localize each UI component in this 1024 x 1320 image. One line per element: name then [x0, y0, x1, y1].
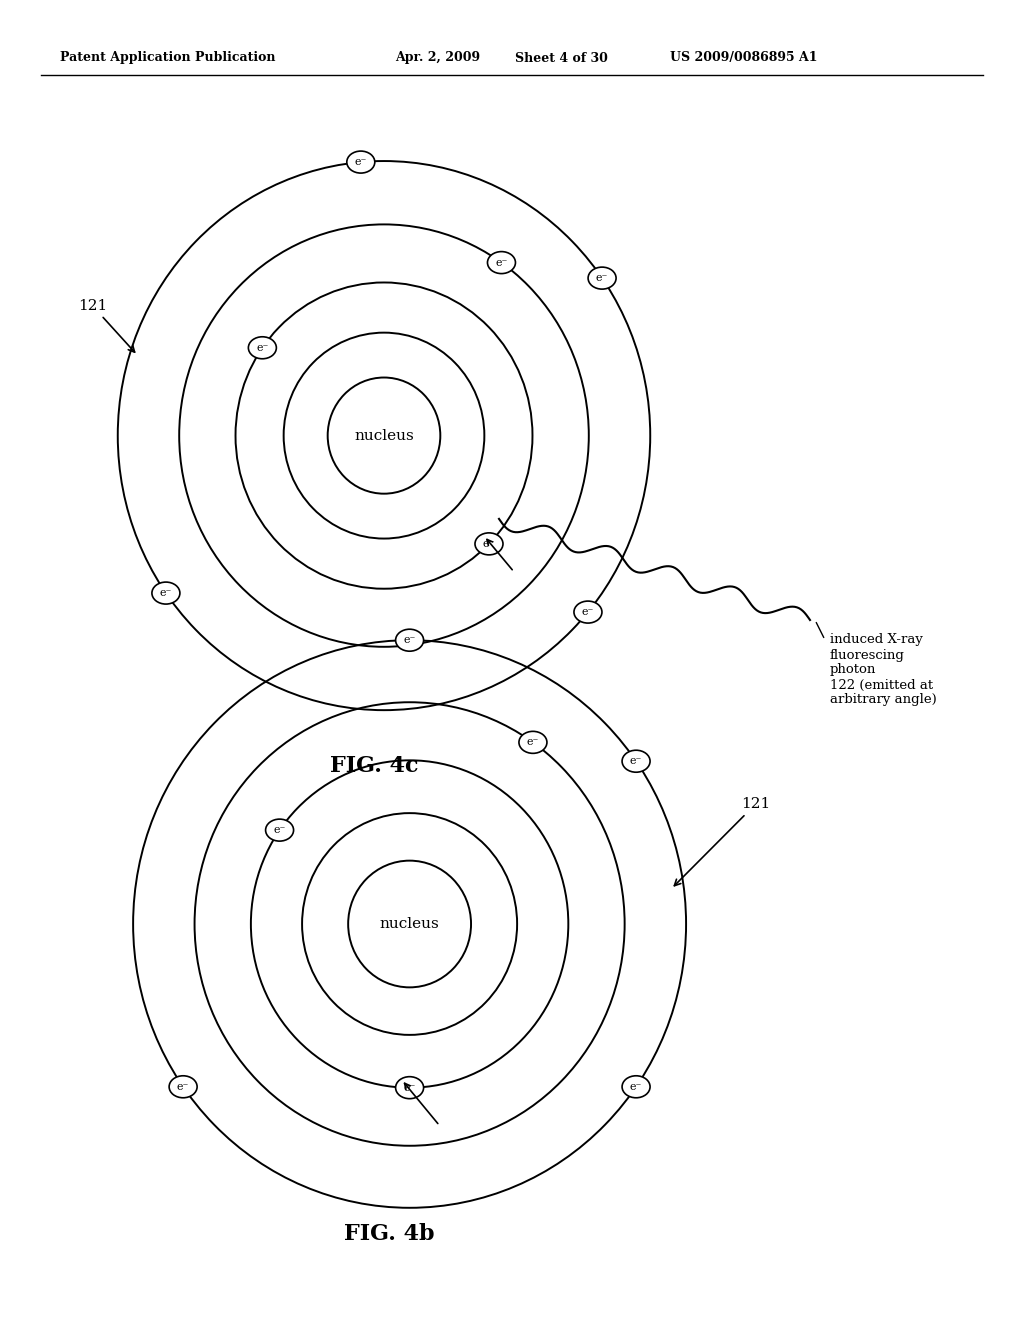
Text: e⁻: e⁻	[354, 157, 367, 168]
Ellipse shape	[475, 533, 503, 554]
Text: e⁻: e⁻	[630, 1082, 642, 1092]
Text: nucleus: nucleus	[354, 429, 414, 442]
Text: nucleus: nucleus	[380, 917, 439, 931]
Ellipse shape	[347, 150, 375, 173]
Text: e⁻: e⁻	[403, 635, 416, 645]
Text: Apr. 2, 2009: Apr. 2, 2009	[395, 51, 480, 65]
Text: Sheet 4 of 30: Sheet 4 of 30	[515, 51, 608, 65]
Ellipse shape	[395, 1077, 424, 1098]
Text: e⁻: e⁻	[630, 756, 642, 766]
Ellipse shape	[622, 1076, 650, 1098]
Ellipse shape	[169, 1076, 198, 1098]
Ellipse shape	[573, 601, 602, 623]
Text: FIG. 4c: FIG. 4c	[330, 755, 418, 776]
Text: 121: 121	[78, 298, 134, 352]
Text: induced X-ray
fluorescing
photon
122 (emitted at
arbitrary angle): induced X-ray fluorescing photon 122 (em…	[830, 634, 937, 706]
Ellipse shape	[588, 267, 616, 289]
Ellipse shape	[249, 337, 276, 359]
Text: e⁻: e⁻	[273, 825, 286, 836]
Ellipse shape	[519, 731, 547, 754]
Ellipse shape	[395, 630, 424, 651]
Text: e⁻: e⁻	[596, 273, 608, 282]
Ellipse shape	[622, 750, 650, 772]
Text: FIG. 4b: FIG. 4b	[344, 1224, 435, 1245]
Text: 121: 121	[675, 797, 770, 886]
Text: e⁻: e⁻	[256, 343, 268, 352]
Text: e⁻: e⁻	[403, 1082, 416, 1093]
Text: e⁻: e⁻	[177, 1082, 189, 1092]
Ellipse shape	[152, 582, 180, 605]
Text: e⁻: e⁻	[526, 738, 539, 747]
Text: Patent Application Publication: Patent Application Publication	[60, 51, 275, 65]
Text: e⁻: e⁻	[482, 539, 496, 549]
Text: e⁻: e⁻	[496, 257, 508, 268]
Ellipse shape	[487, 252, 515, 273]
Text: e⁻: e⁻	[582, 607, 594, 616]
Text: US 2009/0086895 A1: US 2009/0086895 A1	[670, 51, 817, 65]
Text: e⁻: e⁻	[160, 589, 172, 598]
Ellipse shape	[265, 820, 294, 841]
